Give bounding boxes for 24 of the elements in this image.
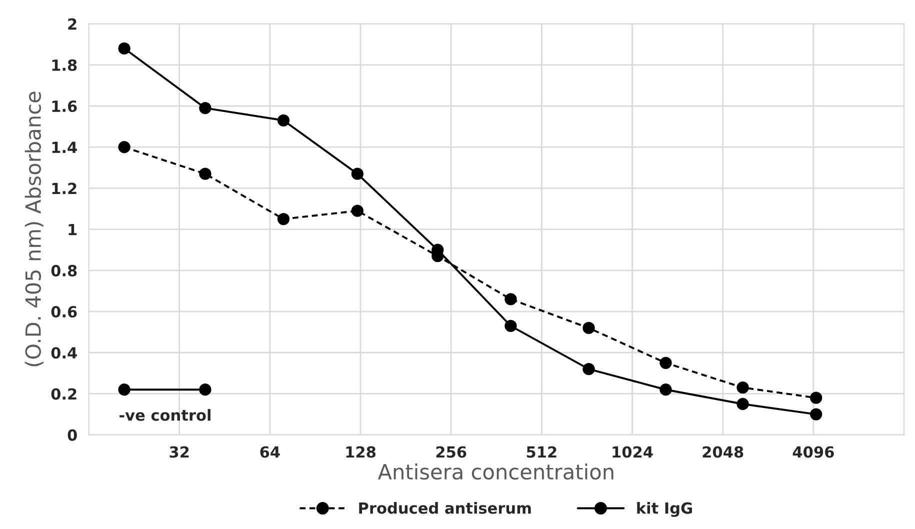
y-tick-label: 1 (68, 224, 77, 236)
y-tick-label: 1.2 (52, 182, 76, 194)
x-tick-label: 128 (346, 446, 376, 458)
x-tick-label: 1024 (612, 446, 653, 458)
y-tick-label: 0.8 (51, 264, 77, 276)
y-tick-label: 0.6 (51, 306, 77, 318)
x-tick-label: 32 (170, 446, 189, 458)
x-tick-label: 256 (436, 446, 466, 458)
y-tick-label: 1.6 (52, 100, 77, 112)
x-tick-label: 4096 (792, 446, 834, 458)
y-tick-label: 1.8 (52, 59, 77, 71)
legend-label: Produced antiserum (359, 502, 531, 514)
legend-label: kit IgG (637, 502, 692, 517)
x-axis-title: Antisera concentration (378, 464, 614, 480)
x-tick-label: 2048 (702, 446, 744, 458)
x-tick-label: 512 (526, 446, 556, 458)
y-tick-label: 0.2 (51, 388, 76, 400)
y-axis-title: (O.D. 405 nm) Absorbance (24, 92, 44, 366)
y-tick-label: 0.4 (51, 347, 77, 359)
x-tick-label: 64 (260, 446, 280, 458)
y-tick-label: 0 (68, 429, 77, 441)
y-tick-label: 1.4 (52, 142, 77, 153)
y-tick-label: 2 (68, 18, 76, 30)
annotation: -ve control (120, 409, 210, 421)
